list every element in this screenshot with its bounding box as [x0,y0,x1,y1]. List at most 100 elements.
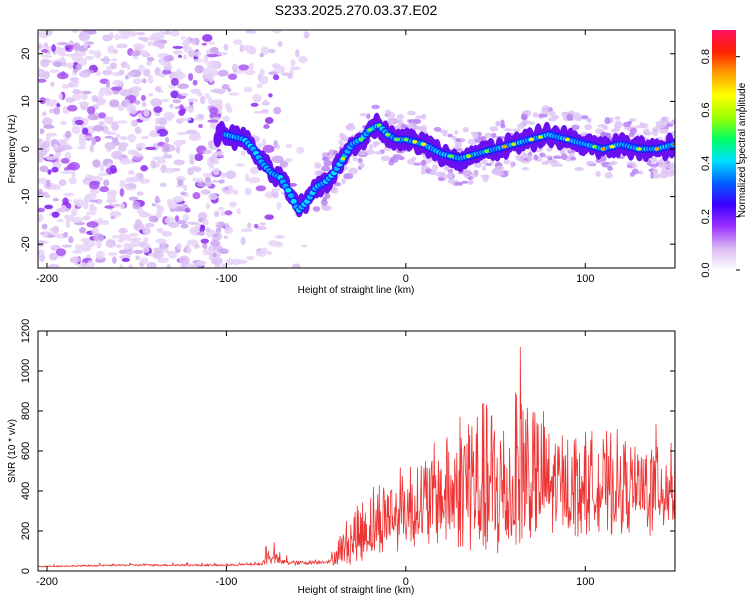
noise-cell [140,165,148,172]
noise-cell [184,207,191,213]
noise-cell [209,106,219,115]
noise-cell [202,242,208,249]
halo-cell [640,123,649,129]
noise-cell [102,34,113,42]
noise-cell [259,53,264,58]
noise-cell [187,72,194,81]
noise-cell [197,211,208,221]
noise-cell [132,249,144,254]
halo-cell [566,113,574,121]
hot-spot [403,137,409,142]
noise-cell [45,156,57,161]
noise-cell [185,247,192,254]
halo-cell [491,132,497,139]
halo-cell [584,124,592,131]
noise-cell [198,123,204,129]
hot-spot [564,137,570,142]
noise-cell [71,216,83,223]
halo-cell [463,169,472,176]
hot-spot [484,149,490,154]
x-tick-label: 100 [576,273,594,285]
noise-cell [134,218,143,227]
halo-cell [398,156,405,161]
hot-spot [591,144,597,149]
noise-cell [56,103,61,108]
noise-cell [124,182,137,189]
noise-cell [47,169,52,175]
noise-cell [143,243,151,249]
halo-cell [431,164,438,172]
noise-cell [252,93,262,103]
noise-cell [64,137,70,142]
halo-cell [341,177,346,185]
noise-cell [135,255,141,261]
noise-cell [43,124,54,129]
halo-cell [454,141,463,147]
noise-cell [232,189,239,195]
noise-cell [154,195,160,204]
y-tick-label: 400 [20,482,32,500]
noise-cell [223,235,229,240]
noise-cell [261,109,269,114]
noise-cell [214,210,220,218]
noise-cell [82,42,89,49]
noise-cell [132,78,143,85]
noise-cell [109,165,117,174]
halo-cell [406,122,416,129]
halo-cell [489,126,498,132]
noise-cell [249,166,260,175]
noise-cell [75,198,85,208]
halo-cell [484,132,493,138]
noise-cell [148,93,153,97]
noise-cell [150,160,157,169]
noise-cell [181,117,192,121]
halo-cell [368,144,374,150]
halo-cell [373,141,378,148]
noise-cell [75,63,83,71]
halo-cell [652,173,661,179]
noise-cell [178,255,190,265]
noise-cell [206,60,219,69]
halo-cell [538,113,549,118]
colorbar-tick-label: 0.0 [700,262,712,277]
noise-cell [110,58,118,62]
noise-cell [175,145,181,154]
noise-cell [263,124,270,129]
noise-cell [82,215,90,221]
halo-cell [323,160,333,167]
colorbar-tick-label: 0.4 [700,156,712,171]
noise-cell [172,196,185,203]
noise-cell [163,55,174,62]
noise-cell [152,216,159,223]
noise-cell [194,222,201,231]
noise-cell [142,68,151,77]
noise-cell [71,170,76,178]
halo-cell [574,116,583,122]
halo-cell [533,154,539,161]
noise-cell [88,49,95,55]
noise-cell [38,138,43,142]
halo-cell [651,168,659,175]
ridge-highlight [285,187,292,193]
halo-cell [595,170,601,177]
noise-cell [222,115,230,123]
noise-cell [39,128,45,135]
noise-cell [68,236,74,244]
halo-cell [442,132,448,137]
noise-cell [53,107,61,115]
halo-cell [357,157,363,164]
noise-cell [194,51,201,58]
halo-cell [433,126,442,132]
noise-cell [96,239,102,249]
noise-cell [162,154,173,159]
halo-cell [374,151,383,155]
noise-cell [152,41,164,47]
noise-cell [133,43,145,50]
noise-cell [190,88,201,95]
noise-cell [74,119,84,126]
noise-cell [104,141,116,151]
halo-cell [467,181,474,185]
noise-cell [65,214,70,224]
noise-cell [38,147,48,157]
